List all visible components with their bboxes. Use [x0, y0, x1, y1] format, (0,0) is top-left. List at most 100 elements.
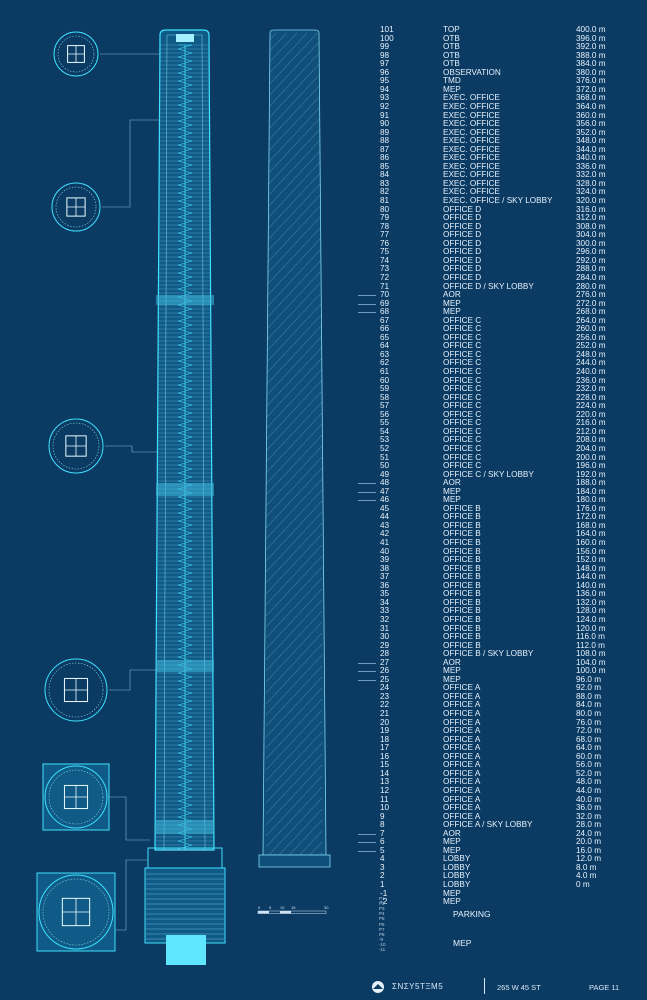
floor-level: 11 — [380, 794, 389, 804]
floor-name: EXEC. OFFICE — [443, 153, 500, 163]
floor-name: OFFICE C — [443, 324, 482, 334]
floor-row: 91 EXEC. OFFICE 360.0 m — [370, 111, 647, 121]
floor-row: 23 OFFICE A 88.0 m — [370, 692, 647, 702]
floor-row: 39 OFFICE B 152.0 m — [370, 556, 647, 565]
floor-row: 99 OTB 392.0 m — [370, 43, 647, 52]
floor-elevation: 196.0 m — [576, 461, 606, 471]
floor-row: 11 OFFICE A 40.0 m — [370, 794, 647, 805]
floor-level: 101 — [380, 25, 394, 34]
floor-name: OFFICE B — [443, 538, 481, 547]
floor-elevation: 28.0 m — [576, 820, 602, 830]
floor-name: OFFICE D — [443, 221, 482, 231]
floor-elevation: 16.0 m — [576, 845, 602, 855]
floor-elevation: 264.0 m — [576, 315, 606, 325]
floor-row: 13 OFFICE A 48.0 m — [370, 778, 647, 787]
plan-lobby — [42, 763, 110, 831]
floor-elevation: 164.0 m — [576, 529, 606, 539]
floor-level: 40 — [380, 546, 390, 556]
scale-tick-label: 5 — [269, 905, 272, 910]
floor-level: 43 — [380, 520, 390, 530]
floor-row: 7 AOR 24.0 m — [358, 829, 647, 839]
footer: ΣΝΣΥ5ΤΞΜ5 265 W 45 ST PAGE 11 — [0, 978, 647, 1000]
floor-level: 36 — [380, 580, 390, 590]
floor-level: 48 — [380, 478, 390, 488]
floor-level: 20 — [380, 717, 390, 727]
floor-name: EXEC. OFFICE — [443, 136, 500, 146]
floor-name: OFFICE B — [443, 623, 481, 633]
floor-name: OFFICE C — [443, 401, 482, 411]
floor-name: TOP — [443, 25, 460, 34]
floor-row: 71 OFFICE D / SKY LOBBY 280.0 m — [370, 282, 647, 292]
floor-level: 57 — [380, 401, 390, 411]
floor-level: 69 — [380, 298, 390, 308]
floor-row: 45 OFFICE B 176.0 m — [370, 503, 647, 514]
floor-name: OFFICE A — [443, 683, 481, 693]
floor-elevation: 200.0 m — [576, 452, 606, 462]
floor-row: 37 OFFICE B 144.0 m — [370, 573, 647, 582]
floor-row: 21 OFFICE A 80.0 m — [370, 709, 647, 719]
floor-name: OFFICE D — [443, 255, 482, 265]
floor-row: 41 OFFICE B 160.0 m — [370, 538, 647, 548]
basement-level: P7 — [379, 926, 385, 932]
floor-elevation: 176.0 m — [576, 503, 606, 513]
floor-level: 41 — [380, 538, 390, 547]
floor-level: 74 — [380, 255, 390, 265]
floor-elevation: 112.0 m — [576, 640, 605, 650]
floor-elevation: 168.0 m — [576, 520, 606, 530]
scale-tick-label: 15 — [291, 905, 296, 910]
floor-level: 64 — [380, 341, 390, 351]
floor-name: LOBBY — [443, 862, 471, 872]
floor-level: 81 — [380, 196, 390, 205]
floor-elevation: 252.0 m — [576, 341, 606, 351]
scale-tick-label: 30 — [324, 905, 329, 910]
section-crown — [176, 34, 194, 42]
scale-bar-segment — [258, 911, 269, 914]
floor-elevation: 140.0 m — [576, 580, 606, 590]
floor-elevation: 32.0 m — [576, 811, 602, 821]
floor-row: 55 OFFICE C 216.0 m — [370, 419, 647, 428]
floor-row: 46 MEP 180.0 m — [358, 496, 647, 505]
floor-level: 62 — [380, 358, 390, 368]
section-tower — [144, 29, 226, 965]
floor-level: 77 — [380, 230, 390, 240]
plan-ring-outer — [44, 765, 108, 829]
floor-level: 96 — [380, 67, 390, 77]
floor-name: MEP — [443, 897, 461, 907]
floor-level: 63 — [380, 349, 390, 359]
floor-name: OFFICE A — [443, 726, 481, 736]
floor-elevation: 216.0 m — [576, 418, 606, 428]
floor-elevation: 276.0 m — [576, 290, 606, 300]
floor-row: 69 MEP 272.0 m — [358, 298, 647, 309]
floor-level: 16 — [380, 751, 390, 761]
floor-name: OFFICE A — [443, 811, 481, 821]
floor-name: MEP — [443, 486, 461, 496]
floor-name: EXEC. OFFICE — [443, 93, 500, 103]
floor-name: LOBBY — [443, 871, 471, 881]
floor-level: 24 — [380, 683, 390, 693]
floor-row: 61 OFFICE C 240.0 m — [370, 367, 647, 377]
floor-row: 49 OFFICE C / SKY LOBBY 192.0 m — [370, 470, 647, 480]
floor-elevation: 292.0 m — [576, 255, 606, 265]
floor-level: 27 — [380, 657, 390, 667]
floor-level: 26 — [380, 666, 390, 676]
floor-level: 19 — [380, 726, 390, 736]
floor-elevation: 356.0 m — [576, 119, 606, 129]
plan-upper — [51, 182, 101, 232]
floor-name: OFFICE B — [443, 546, 481, 556]
floor-elevation: 156.0 m — [576, 546, 606, 556]
floor-level: 61 — [380, 367, 390, 376]
floor-level: 37 — [380, 572, 390, 582]
floor-level: 42 — [380, 529, 390, 539]
floor-elevation: 376.0 m — [576, 76, 606, 86]
floor-level: 65 — [380, 332, 390, 342]
floor-row: 53 OFFICE C 208.0 m — [370, 436, 647, 445]
basement-level: P2 — [379, 901, 385, 907]
floor-elevation: 380.0 m — [576, 67, 606, 77]
floor-elevation: 232.0 m — [576, 384, 606, 394]
floor-elevation: 148.0 m — [576, 563, 606, 573]
floor-level: 9 — [380, 811, 385, 821]
floor-name: AOR — [443, 657, 461, 667]
floor-elevation: 312.0 m — [576, 213, 606, 223]
elevation-tower — [258, 29, 331, 868]
plan-ring-outer — [53, 31, 99, 77]
